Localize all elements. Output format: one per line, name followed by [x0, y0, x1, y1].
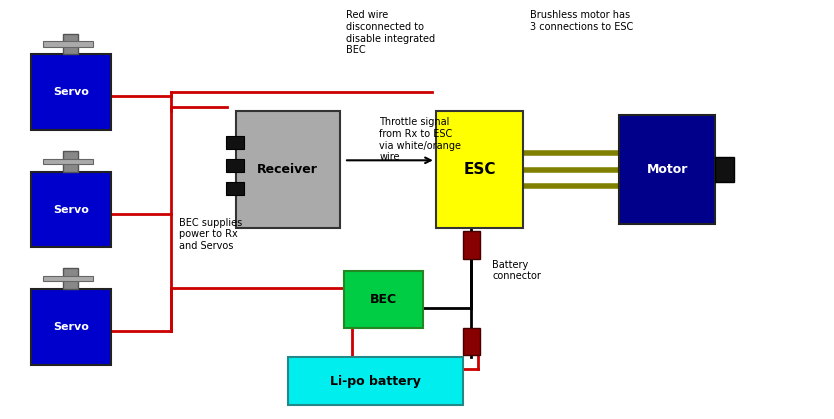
Text: ESC: ESC [464, 162, 495, 177]
Text: Servo: Servo [53, 322, 89, 332]
Text: Brushless motor has
3 connections to ESC: Brushless motor has 3 connections to ESC [530, 10, 633, 32]
Text: Receiver: Receiver [258, 163, 318, 176]
Bar [43, 159, 93, 164]
Text: BEC supplies
power to Rx
and Servos: BEC supplies power to Rx and Servos [179, 218, 243, 251]
Text: Servo: Servo [53, 204, 89, 215]
Bar [235, 111, 340, 228]
Bar [225, 159, 244, 172]
Text: Motor: Motor [646, 163, 688, 176]
Text: Servo: Servo [53, 87, 89, 97]
Bar [63, 34, 78, 54]
Bar [463, 328, 480, 355]
Bar [32, 289, 110, 365]
Bar [463, 231, 480, 259]
Text: Battery
connector: Battery connector [492, 260, 541, 282]
Text: Red wire
disconnected to
disable integrated
BEC: Red wire disconnected to disable integra… [346, 10, 435, 55]
Bar [43, 276, 93, 281]
Bar [63, 268, 78, 289]
Bar [288, 357, 463, 406]
Bar [32, 54, 110, 130]
Text: BEC: BEC [370, 293, 397, 306]
Bar [435, 111, 523, 228]
Bar [225, 136, 244, 149]
Bar [43, 41, 93, 47]
Text: Li-po battery: Li-po battery [330, 375, 420, 388]
Bar [225, 182, 244, 195]
Bar [32, 172, 110, 247]
Bar [344, 272, 424, 328]
Bar [63, 151, 78, 172]
Bar [716, 157, 734, 182]
Bar [619, 115, 715, 224]
Text: Throttle signal
from Rx to ESC
via white/orange
wire: Throttle signal from Rx to ESC via white… [379, 117, 461, 162]
